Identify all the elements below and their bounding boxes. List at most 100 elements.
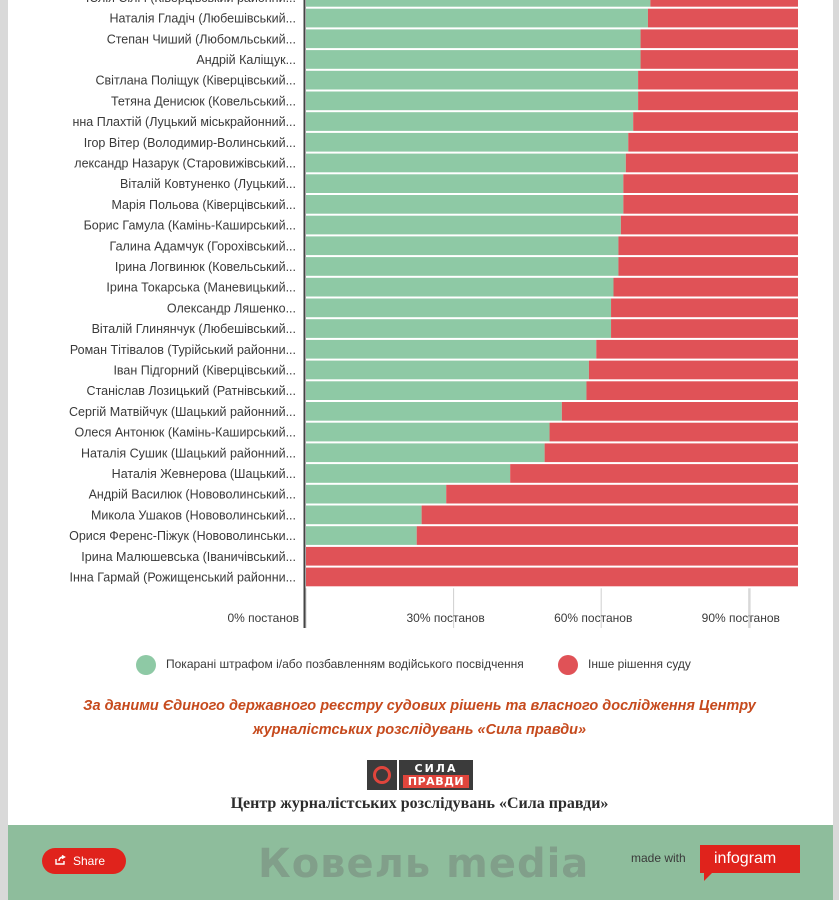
- bar-punished-1: [306, 8, 648, 28]
- x-tick-label-60: 60% постанов: [554, 611, 632, 625]
- page-right-border: [833, 0, 839, 900]
- bar-punished-6: [306, 112, 634, 131]
- category-label-5: Тетяна Денисюк (Ковельський...: [111, 94, 296, 108]
- bar-punished-18: [306, 360, 589, 380]
- page-left-border: [0, 0, 8, 900]
- bar-punished-20: [306, 402, 562, 421]
- category-label-22: Наталія Сушик (Шацький районний...: [81, 446, 296, 460]
- bar-punished-9: [306, 174, 624, 193]
- bar-punished-19: [306, 381, 587, 400]
- bar-punished-8: [306, 153, 626, 173]
- bar-other-21: [549, 422, 798, 442]
- bar-punished-4: [306, 70, 639, 90]
- bar-other-20: [561, 402, 798, 421]
- infogram-logo-tail: [704, 871, 714, 881]
- category-label-23: Наталія Жевнерова (Шацький...: [112, 467, 296, 481]
- category-label-4: Світлана Поліщук (Ківерцівський...: [96, 74, 297, 88]
- bar-other-13: [618, 257, 798, 276]
- bar-other-3: [640, 50, 798, 69]
- made-with-text: made with: [631, 851, 686, 865]
- legend-swatch-punished: [136, 655, 156, 675]
- category-label-21: Олеся Антонюк (Камінь-Каширський...: [75, 426, 296, 440]
- chart-legend: Покарані штрафом і/або позбавленням воді…: [0, 653, 839, 677]
- category-label-6: нна Плахтій (Луцький міськрайонний...: [73, 115, 297, 129]
- category-label-9: Віталій Ковтуненко (Луцький...: [120, 177, 296, 191]
- category-label-15: Олександр Ляшенко...: [167, 301, 296, 315]
- bar-other-22: [544, 443, 798, 463]
- legend-swatch-other: [558, 655, 578, 675]
- source-note-line-2: журналістських розслідувань «Сила правди…: [252, 722, 587, 738]
- bar-other-17: [596, 339, 798, 359]
- bar-punished-13: [306, 257, 619, 276]
- bar-other-18: [588, 360, 798, 380]
- category-label-27: Ірина Малюшевська (Іваничівський...: [81, 550, 296, 564]
- bar-punished-23: [306, 464, 511, 483]
- category-label-18: Іван Підгорний (Ківерцівський...: [113, 363, 296, 377]
- source-note-line-1: За даними Єдиного державного реєстру суд…: [83, 698, 756, 714]
- category-label-2: Степан Чиший (Любомльський...: [107, 32, 296, 46]
- category-label-19: Станіслав Лозицький (Ратнівський...: [87, 384, 296, 398]
- bar-punished-12: [306, 236, 619, 256]
- category-label-12: Галина Адамчук (Горохівський...: [110, 239, 296, 253]
- legend-label-other: Інше рішення суду: [588, 657, 691, 671]
- bar-other-4: [638, 70, 798, 90]
- category-label-20: Сергій Матвійчук (Шацький районний...: [69, 405, 296, 419]
- bar-other-15: [611, 298, 798, 318]
- bar-punished-0: [306, 0, 651, 7]
- bar-other-14: [613, 277, 798, 297]
- stacked-bar-chart: Юлія Сіліч (Ківерцівський районни... Ната…: [69, 0, 798, 628]
- category-label-17: Роман Тітівалов (Турійський районни...: [70, 343, 296, 357]
- infogram-logo-link[interactable]: infogram: [700, 845, 800, 873]
- bar-punished-2: [306, 29, 641, 49]
- bar-other-16: [611, 319, 798, 338]
- bar-punished-25: [306, 505, 422, 525]
- bar-punished-5: [306, 91, 639, 111]
- bar-other-25: [421, 505, 798, 525]
- legend-label-punished: Покарані штрафом і/або позбавленням воді…: [166, 657, 524, 671]
- category-label-10: Марія Польова (Ківерцівський...: [112, 198, 297, 212]
- category-label-25: Микола Ушаков (Нововолинський...: [91, 508, 296, 522]
- bar-other-28: [306, 567, 798, 587]
- share-icon: [55, 855, 66, 865]
- bar-other-7: [628, 132, 798, 152]
- x-tick-label-0: 0% постанов: [227, 611, 299, 625]
- watermark: Ковель media: [258, 841, 590, 887]
- category-label-14: Ірина Токарська (Маневицький...: [106, 281, 296, 295]
- bar-other-0: [650, 0, 798, 7]
- organization-name: Центр журналістських розслідувань «Сила …: [230, 795, 609, 812]
- infogram-label: infogram: [714, 850, 777, 867]
- bar-punished-3: [306, 50, 641, 69]
- bar-punished-17: [306, 339, 597, 359]
- bar-other-1: [647, 8, 798, 28]
- category-label-28: Інна Гармай (Рожищенський районни...: [70, 570, 297, 584]
- x-tick-label-90: 90% постанов: [702, 611, 780, 625]
- bar-punished-22: [306, 443, 545, 463]
- share-button[interactable]: Share: [42, 848, 126, 874]
- bar-other-8: [625, 153, 798, 173]
- category-label-24: Андрій Василюк (Нововолинський...: [89, 488, 296, 502]
- category-label-11: Борис Гамула (Камінь-Каширський...: [84, 219, 296, 233]
- bar-other-2: [640, 29, 798, 49]
- bar-other-26: [416, 526, 798, 545]
- logo-ring-icon: [367, 760, 397, 790]
- category-label-16: Віталій Глинянчук (Любешівський...: [92, 322, 296, 336]
- bar-other-24: [446, 484, 798, 504]
- bar-other-27: [306, 546, 798, 566]
- source-note: За даними Єдиного державного реєстру суд…: [20, 694, 819, 742]
- bar-other-23: [510, 464, 798, 483]
- bar-other-11: [620, 215, 798, 235]
- infogram-footer: Share Ковель media made with infogram: [8, 825, 833, 900]
- bar-other-9: [623, 174, 798, 193]
- bar-punished-7: [306, 132, 629, 152]
- bar-punished-26: [306, 526, 417, 545]
- bar-punished-16: [306, 319, 612, 338]
- bar-other-12: [618, 236, 798, 256]
- bar-punished-14: [306, 277, 614, 297]
- category-label-8: лександр Назарук (Старовижівський...: [74, 156, 296, 170]
- bar-other-6: [633, 112, 798, 131]
- bar-punished-10: [306, 195, 624, 214]
- category-label-26: Орися Ференс-Піжук (Нововолинськи...: [69, 529, 296, 543]
- share-label: Share: [73, 854, 106, 868]
- bar-punished-24: [306, 484, 447, 504]
